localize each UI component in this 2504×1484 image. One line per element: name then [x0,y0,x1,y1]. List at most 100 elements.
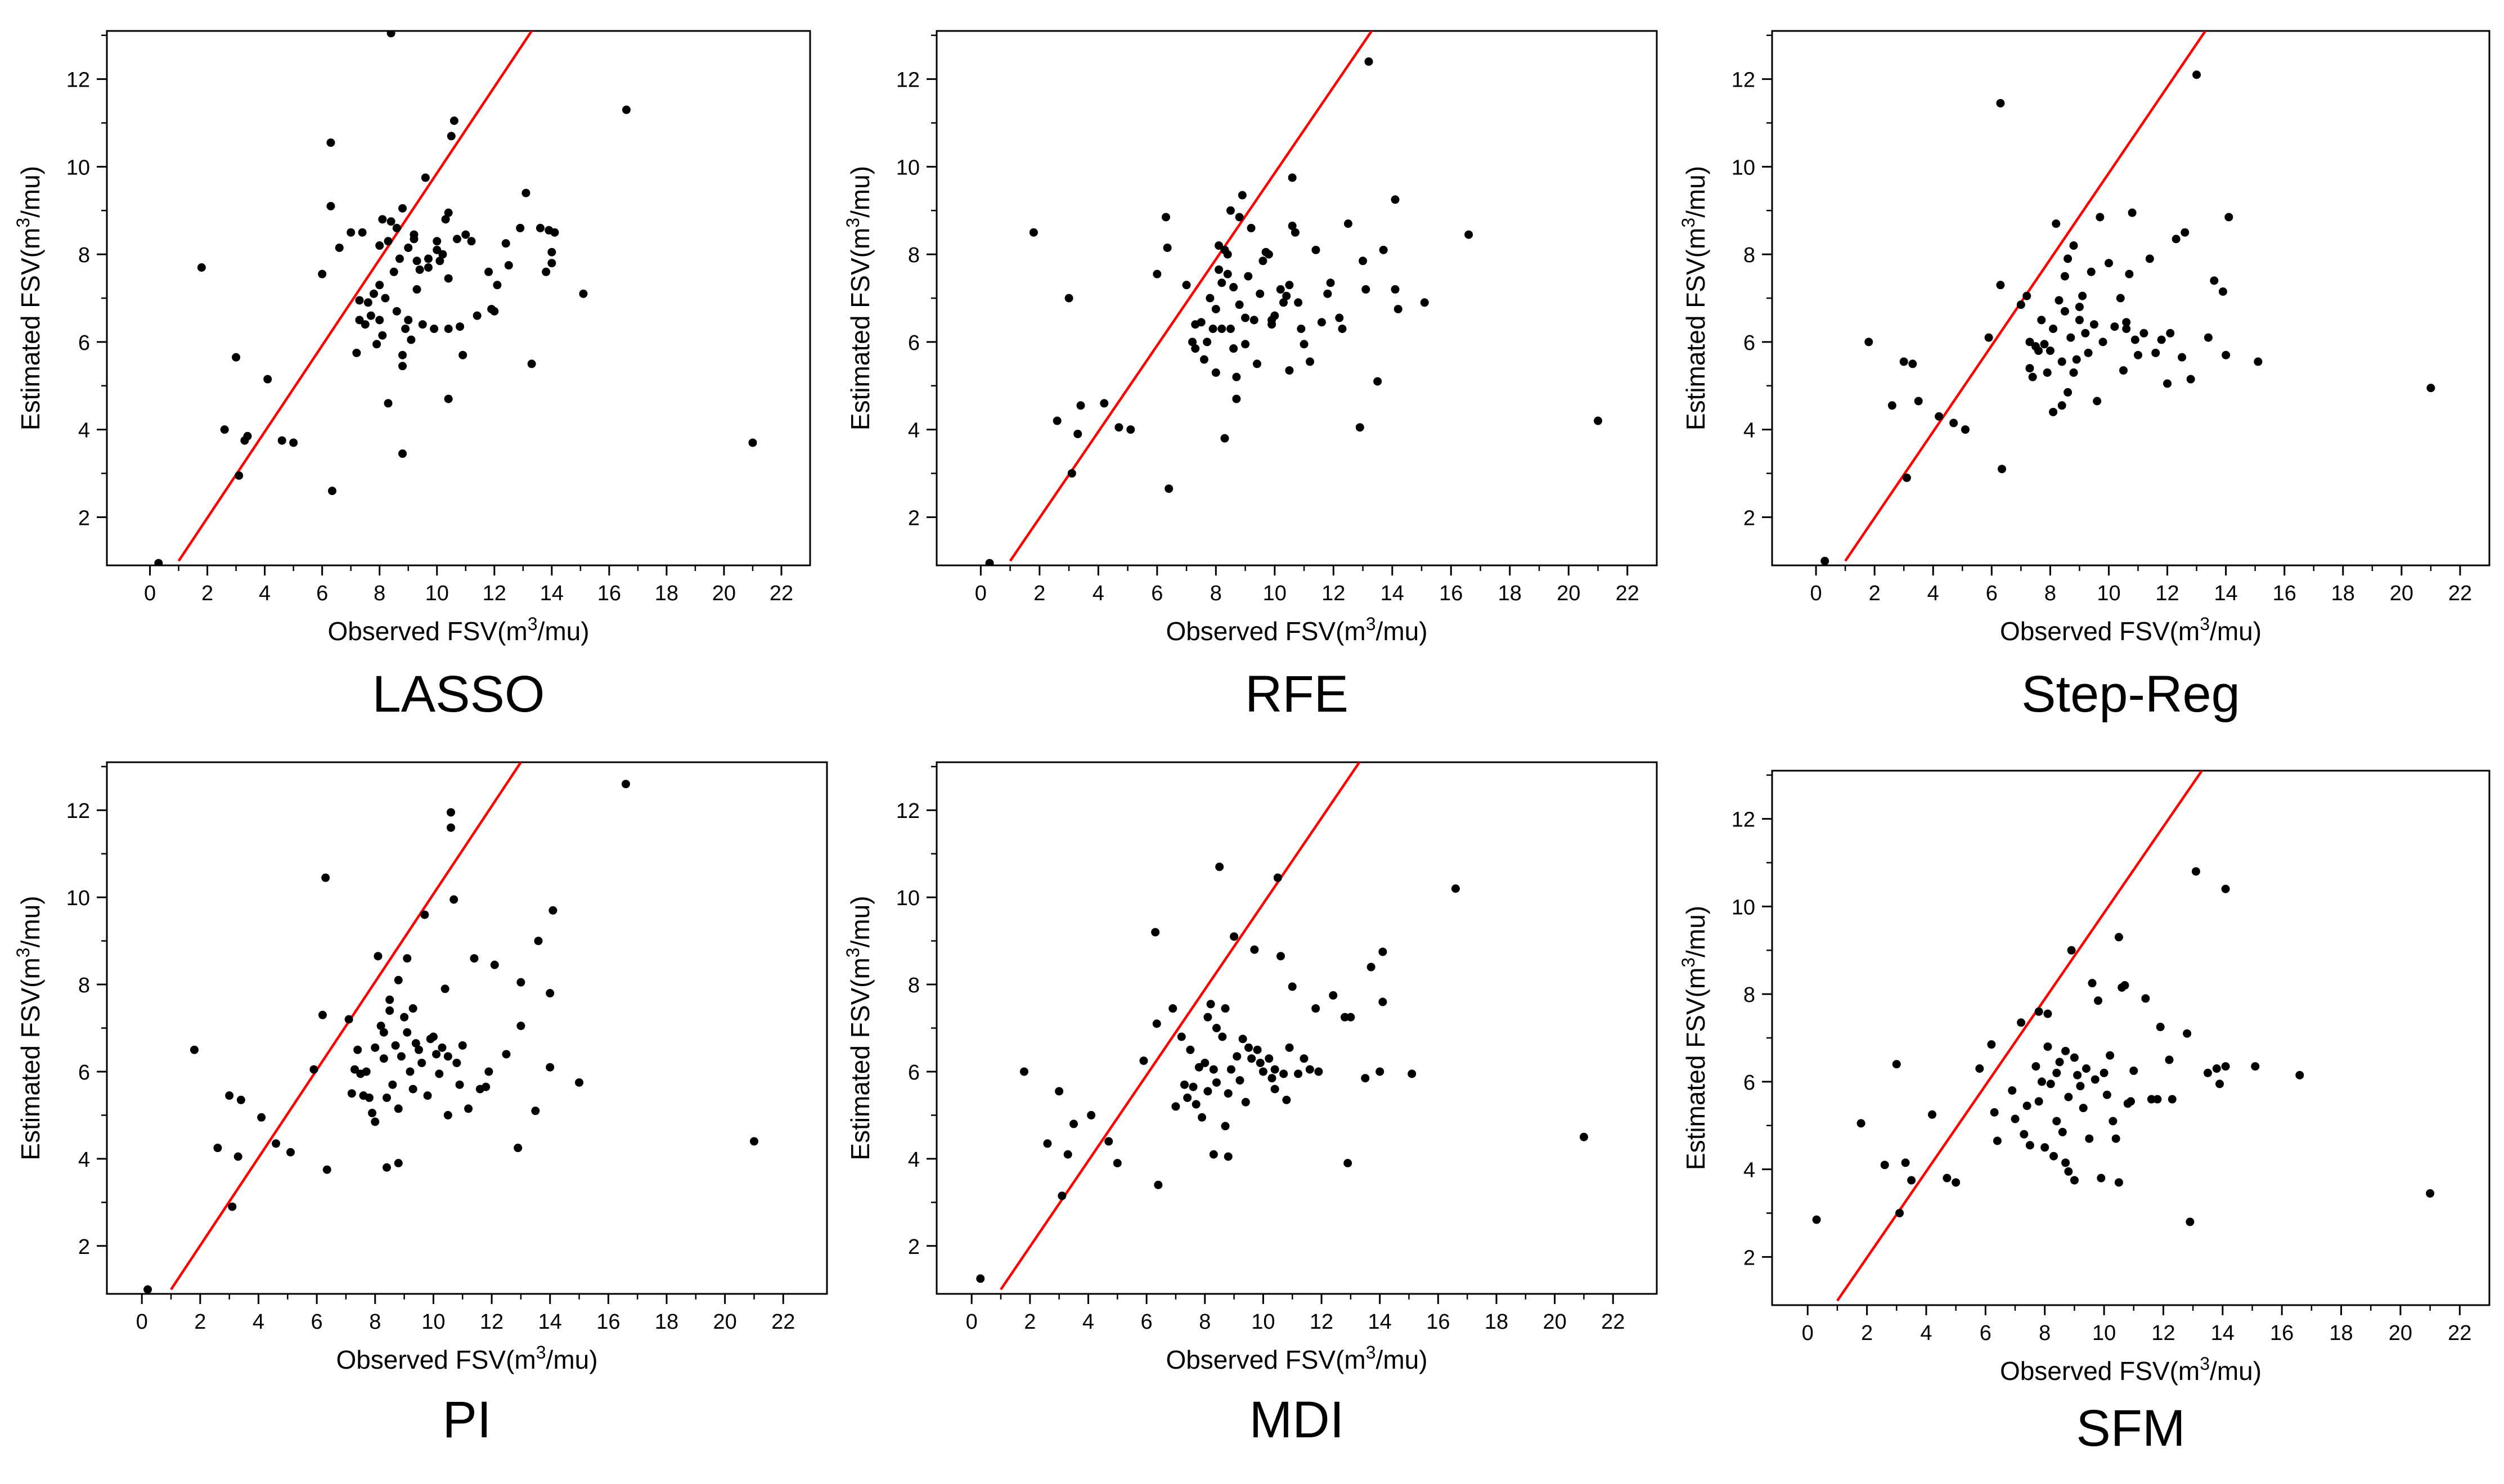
data-point [2127,1097,2135,1106]
data-point [1100,399,1109,408]
data-point [1393,304,1402,313]
data-point [2156,1023,2165,1032]
x-axis-label-main: Observed FSV(m [1166,617,1365,646]
data-point [1229,344,1238,353]
data-point [1215,265,1224,274]
data-point [493,281,502,290]
data-point [424,254,433,263]
data-point [502,1050,511,1059]
data-point [1188,338,1197,347]
data-point [397,1052,406,1061]
x-axis-label-main: Observed FSV(m [2000,1356,2200,1386]
y-axis-label: Estimated FSV(m3/mu) [843,166,875,430]
data-point [388,1080,397,1089]
data-point [2221,884,2230,893]
x-tick-label: 14 [2211,1321,2235,1345]
data-point [1153,269,1162,278]
y-tick-label: 12 [1732,69,1755,92]
data-point [1993,1136,2002,1145]
data-point [435,1069,444,1078]
x-axis-label-tail: /mu) [2210,617,2262,646]
data-point [1029,228,1038,237]
data-point [1226,206,1235,215]
data-point [1232,394,1241,403]
data-point [2052,219,2061,228]
data-point [355,316,364,325]
x-tick-label: 10 [1263,582,1287,605]
x-axis-label-main: Observed FSV(m [2000,617,2200,646]
data-point [2178,353,2187,362]
data-point [985,559,994,565]
data-point [414,1045,423,1054]
data-point [444,394,453,403]
data-point [2025,338,2034,347]
data-point [328,487,337,496]
data-point [1391,195,1400,204]
data-point [522,188,531,197]
data-point [482,1082,491,1091]
data-point [2087,267,2096,276]
data-point [1594,416,1603,425]
data-point [1087,1110,1096,1119]
data-point [1300,1054,1309,1063]
data-point [384,237,393,246]
data-point [395,254,404,263]
data-point [1252,359,1261,368]
data-point [1378,997,1387,1006]
data-point [1258,257,1267,266]
data-point [444,208,453,217]
data-point [2073,1071,2082,1080]
data-point [1856,1119,1865,1128]
data-point [394,975,403,984]
data-point [2212,1064,2221,1073]
data-point [378,331,387,340]
data-point [2078,291,2087,300]
data-point [1165,484,1174,493]
y-axis-label: Estimated FSV(m3/mu) [1678,906,1710,1170]
data-point [1238,1035,1247,1044]
data-point [1294,1069,1303,1078]
data-point [322,1165,331,1174]
data-point [438,250,447,259]
data-point [1279,1069,1288,1078]
data-point [385,1006,394,1015]
data-point [1346,1013,1355,1022]
x-tick-label: 16 [2270,1321,2294,1345]
data-point [1151,928,1160,937]
data-point [2186,375,2195,384]
x-tick-label: 14 [538,1310,562,1334]
y-tick-label: 4 [78,419,90,443]
x-tick-label: 18 [2329,1321,2353,1345]
x-tick-label: 0 [966,1310,978,1334]
data-point [375,241,384,250]
data-point [1902,473,1911,482]
data-point [2114,1178,2123,1187]
data-point [1276,952,1285,961]
data-point [2183,1029,2192,1038]
data-point [1238,191,1247,200]
data-point [1209,1065,1218,1074]
x-axis-label-main: Observed FSV(m [327,617,527,646]
data-point [2046,1080,2055,1089]
data-point [1076,401,1085,410]
x-tick-label: 22 [1601,1310,1625,1334]
data-point [452,235,461,244]
data-point [2120,981,2129,990]
data-point [1186,1045,1195,1054]
data-point [2043,1009,2052,1018]
data-point [458,350,467,359]
data-point [369,289,378,298]
data-point [2139,329,2148,338]
data-point [2066,333,2075,342]
x-tick-label: 14 [1381,582,1404,605]
data-point [536,223,545,232]
y-axis-label-tail: /mu) [16,166,45,218]
data-point [1378,947,1387,956]
data-point [375,281,384,290]
data-point [2172,235,2181,244]
x-tick-label: 6 [1980,1321,1991,1345]
y-tick-label: 4 [908,419,920,443]
data-point [1203,338,1212,347]
y-tick-label: 8 [1743,244,1755,267]
data-point [1265,1054,1274,1063]
